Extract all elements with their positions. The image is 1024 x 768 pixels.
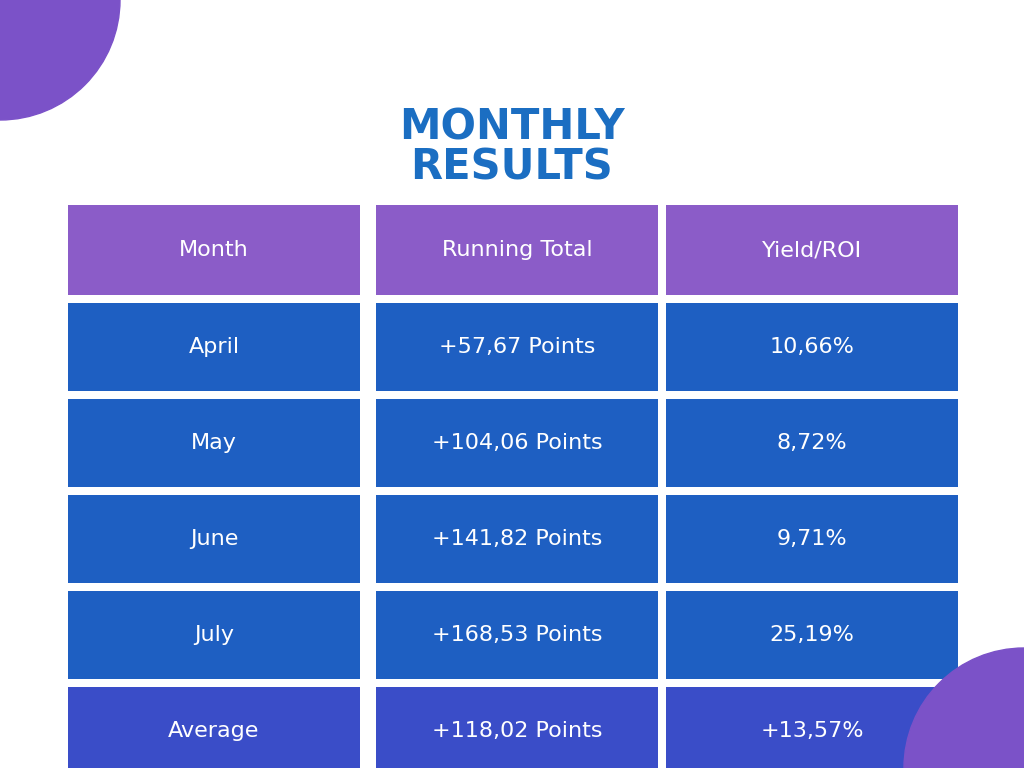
FancyBboxPatch shape [376, 205, 658, 295]
FancyBboxPatch shape [68, 687, 360, 768]
FancyBboxPatch shape [68, 495, 360, 583]
FancyBboxPatch shape [68, 399, 360, 487]
Text: 25,19%: 25,19% [770, 625, 854, 645]
FancyBboxPatch shape [376, 399, 658, 487]
FancyBboxPatch shape [376, 591, 658, 679]
Text: May: May [191, 433, 237, 453]
Text: 8,72%: 8,72% [776, 433, 847, 453]
Text: June: June [189, 529, 239, 549]
Text: Month: Month [179, 240, 249, 260]
Text: July: July [194, 625, 234, 645]
FancyBboxPatch shape [666, 303, 958, 391]
Text: +57,67 Points: +57,67 Points [439, 337, 595, 357]
Text: RESULTS: RESULTS [411, 146, 613, 188]
Text: Yield/ROI: Yield/ROI [762, 240, 862, 260]
Text: MONTHLY: MONTHLY [399, 106, 625, 148]
FancyBboxPatch shape [666, 495, 958, 583]
FancyBboxPatch shape [376, 303, 658, 391]
FancyBboxPatch shape [68, 205, 360, 295]
FancyBboxPatch shape [68, 591, 360, 679]
Wedge shape [0, 0, 120, 120]
Wedge shape [904, 648, 1024, 768]
Text: April: April [188, 337, 240, 357]
Text: 10,66%: 10,66% [770, 337, 854, 357]
Text: +168,53 Points: +168,53 Points [432, 625, 602, 645]
FancyBboxPatch shape [376, 687, 658, 768]
FancyBboxPatch shape [376, 495, 658, 583]
FancyBboxPatch shape [68, 303, 360, 391]
Text: Running Total: Running Total [441, 240, 592, 260]
FancyBboxPatch shape [666, 205, 958, 295]
Text: +118,02 Points: +118,02 Points [432, 721, 602, 741]
Text: Average: Average [168, 721, 260, 741]
FancyBboxPatch shape [666, 687, 958, 768]
Text: +141,82 Points: +141,82 Points [432, 529, 602, 549]
Text: 9,71%: 9,71% [776, 529, 847, 549]
Text: +13,57%: +13,57% [760, 721, 864, 741]
Text: +104,06 Points: +104,06 Points [432, 433, 602, 453]
FancyBboxPatch shape [666, 591, 958, 679]
FancyBboxPatch shape [666, 399, 958, 487]
